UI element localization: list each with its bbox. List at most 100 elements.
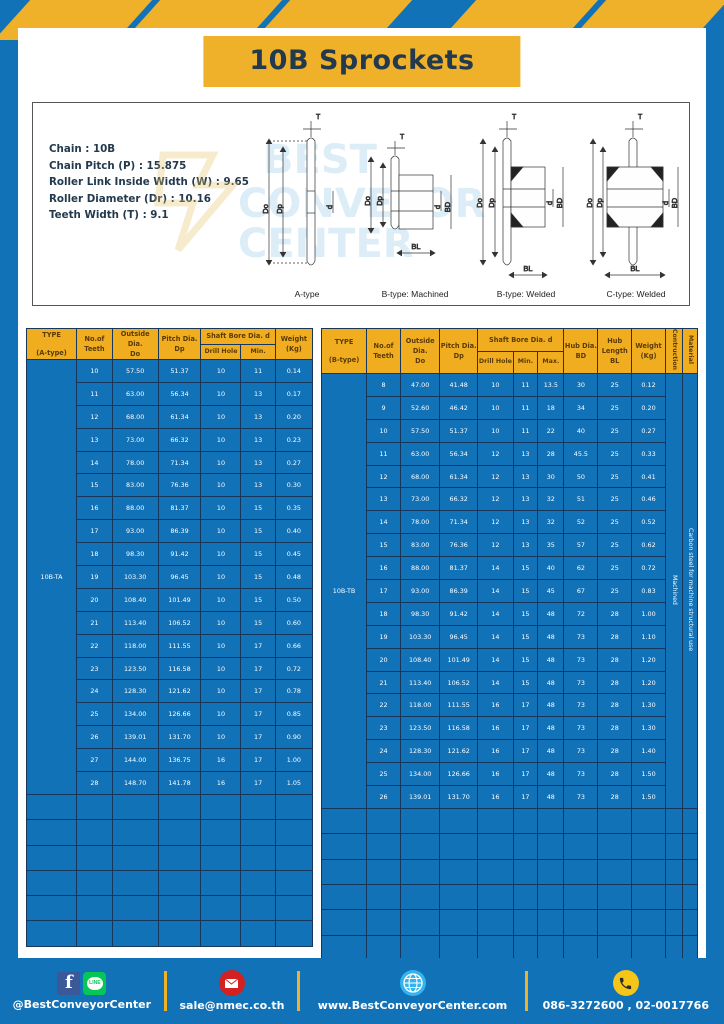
table-row: 14 78.00 71.34 10 13 0.27 xyxy=(27,450,314,475)
cell-kg: 1.40 xyxy=(631,739,666,764)
th-drill-hole: Drill Hole xyxy=(477,350,514,375)
cell-empty xyxy=(399,883,441,911)
cell-empty xyxy=(681,833,699,860)
th-type-sub: (B-type) xyxy=(328,356,360,364)
cell-kg: 0.66 xyxy=(274,633,314,658)
cell-max: 48 xyxy=(537,647,565,672)
cell-kg: 0.12 xyxy=(631,373,666,397)
cell-empty xyxy=(563,807,599,835)
globe-icon[interactable] xyxy=(399,970,426,996)
cell-dp: 66.32 xyxy=(439,487,478,512)
cell-dp: 56.34 xyxy=(439,441,478,466)
th-pitch-2: Dp xyxy=(453,352,464,360)
th-pitch-dia: Pitch Dia. Dp xyxy=(439,327,478,375)
mail-icon[interactable] xyxy=(218,970,245,996)
footer-phone[interactable]: 086-3272600 , 02-0017766 xyxy=(528,958,724,1024)
cell-drill: 12 xyxy=(477,487,514,512)
table-row: 12 68.00 61.34 12 13 30 50 25 0.41 xyxy=(322,464,698,489)
table-row: 17 93.00 86.39 10 15 0.40 xyxy=(27,519,314,544)
cell-teeth: 19 xyxy=(76,565,113,589)
cell-min: 13 xyxy=(240,427,276,452)
cell-empty xyxy=(512,807,539,835)
cell-min: 17 xyxy=(240,656,276,681)
table-row-empty xyxy=(320,883,699,911)
cell-empty xyxy=(631,909,666,936)
footer-social[interactable]: f LINE @BestConveyorCenter xyxy=(0,958,164,1024)
cell-do: 47.00 xyxy=(399,373,441,397)
th-hub-length: Hub Length BL xyxy=(597,327,633,375)
cell-bd: 50 xyxy=(563,464,599,489)
cell-bd: 62 xyxy=(563,556,599,581)
cell-drill: 10 xyxy=(200,587,242,612)
footer-email[interactable]: sale@nmec.co.th xyxy=(167,958,298,1024)
cell-min: 15 xyxy=(240,519,276,544)
cell-empty xyxy=(240,793,276,821)
cell-empty xyxy=(537,858,565,885)
website-text: www.BestConveyorCenter.com xyxy=(317,999,508,1012)
cell-empty xyxy=(563,934,599,962)
cell-drill: 14 xyxy=(477,670,514,695)
diagram-b-machined: T Do Dp d xyxy=(359,103,471,305)
cell-dp: 61.34 xyxy=(157,404,202,429)
cell-kg: 0.46 xyxy=(631,487,666,512)
cell-teeth: 24 xyxy=(76,679,113,704)
cell-min: 17 xyxy=(512,762,539,787)
cell-min: 15 xyxy=(240,542,276,567)
cell-empty xyxy=(274,869,314,897)
table-row: 22 118.00 111.55 10 17 0.66 xyxy=(27,633,314,658)
facebook-icon[interactable]: f xyxy=(57,971,81,995)
cell-teeth: 16 xyxy=(76,496,113,521)
cell-teeth: 28 xyxy=(76,771,113,795)
material-cell: Carbon steel for machine structural use xyxy=(681,373,699,809)
svg-text:Dp: Dp xyxy=(595,198,604,208)
phone-text: 086-3272600 , 02-0017766 xyxy=(542,999,709,1012)
cell-kg: 0.83 xyxy=(631,579,666,603)
cell-teeth: 22 xyxy=(76,633,113,658)
cell-dp: 51.37 xyxy=(439,418,478,443)
cell-empty xyxy=(320,909,368,936)
cell-empty xyxy=(25,920,78,947)
cell-kg: 0.78 xyxy=(274,679,314,704)
svg-text:BD: BD xyxy=(443,201,452,212)
line-icon[interactable]: LINE xyxy=(83,971,107,995)
cell-kg: 1.10 xyxy=(631,624,666,649)
b-type-table-body: 10B-TB 8 47.00 41.48 10 11 13.5 30 25 0.12 Machine… xyxy=(320,373,699,962)
cell-teeth: 11 xyxy=(366,441,401,466)
cell-bl: 28 xyxy=(597,647,633,672)
th-outside-1: Outside xyxy=(120,330,150,338)
cell-bd: 73 xyxy=(563,762,599,787)
phone-icon[interactable] xyxy=(612,970,639,996)
diagram-caption-c-welded: C-type: Welded xyxy=(606,289,666,299)
cell-bl: 28 xyxy=(597,785,633,809)
cell-kg: 0.20 xyxy=(274,404,314,429)
th-outside-3: Do xyxy=(130,350,141,358)
cell-do: 113.40 xyxy=(399,670,441,695)
cell-empty xyxy=(681,909,699,936)
table-row: 12 68.00 61.34 10 13 0.20 xyxy=(27,404,314,429)
cell-do: 148.70 xyxy=(111,771,159,795)
th-shaft-bore: Shaft Bore Dia. d xyxy=(200,328,276,345)
cell-teeth: 13 xyxy=(76,427,113,452)
cell-empty xyxy=(111,869,159,897)
cell-teeth: 11 xyxy=(76,381,113,406)
svg-text:d: d xyxy=(661,201,670,205)
cell-empty xyxy=(274,793,314,821)
svg-text:d: d xyxy=(545,201,554,205)
cell-empty xyxy=(537,883,565,911)
cell-empty xyxy=(25,844,78,871)
cell-dp: 81.37 xyxy=(157,496,202,521)
svg-text:Do: Do xyxy=(475,198,484,208)
header-row-1: TYPE (B-type) No.of Teeth Outside Dia. D… xyxy=(320,327,699,375)
table-row: 14 78.00 71.34 12 13 32 52 25 0.52 xyxy=(322,510,698,535)
cell-drill: 10 xyxy=(200,450,242,475)
footer-website[interactable]: www.BestConveyorCenter.com xyxy=(300,958,525,1024)
a-type-table-body: 10B-TA 10 57.50 51.37 10 11 0.14 11 63.00 56.34 10… xyxy=(25,359,314,947)
cell-empty xyxy=(200,819,242,846)
cell-empty xyxy=(597,807,633,835)
table-row: 23 123.50 116.58 10 17 0.72 xyxy=(27,656,314,681)
cell-bl: 28 xyxy=(597,739,633,764)
cell-empty xyxy=(111,920,159,947)
cell-do: 73.00 xyxy=(111,427,159,452)
cell-drill: 10 xyxy=(200,725,242,750)
cell-empty xyxy=(477,883,514,911)
